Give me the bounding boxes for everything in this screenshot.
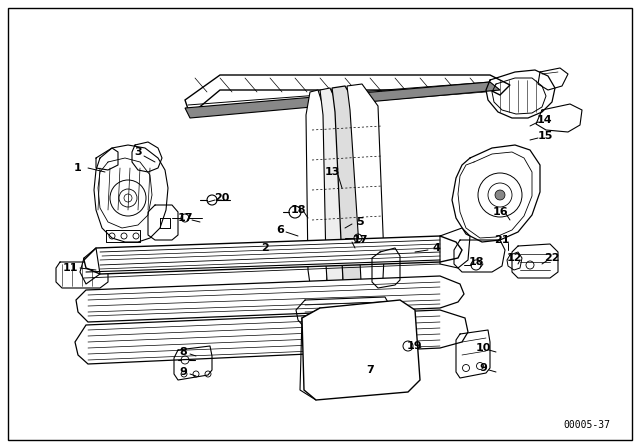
- Text: 4: 4: [432, 243, 440, 253]
- Polygon shape: [185, 75, 510, 115]
- Polygon shape: [332, 86, 364, 302]
- Polygon shape: [347, 84, 384, 305]
- Text: 15: 15: [538, 131, 553, 141]
- Text: 14: 14: [537, 115, 553, 125]
- Text: 10: 10: [476, 343, 491, 353]
- Circle shape: [495, 190, 505, 200]
- Text: 19: 19: [407, 341, 423, 351]
- Polygon shape: [84, 236, 462, 274]
- Text: 12: 12: [506, 253, 522, 263]
- Polygon shape: [76, 276, 464, 322]
- Text: 18: 18: [291, 205, 306, 215]
- Text: 1: 1: [74, 163, 82, 173]
- Text: 17: 17: [352, 235, 368, 245]
- Polygon shape: [185, 82, 500, 118]
- Text: 2: 2: [261, 243, 269, 253]
- Text: 9: 9: [179, 367, 187, 377]
- Text: 7: 7: [366, 365, 374, 375]
- Text: 13: 13: [324, 167, 340, 177]
- Text: 3: 3: [134, 147, 142, 157]
- Polygon shape: [320, 88, 344, 300]
- Polygon shape: [302, 300, 420, 400]
- Text: 16: 16: [492, 207, 508, 217]
- Text: 18: 18: [468, 257, 484, 267]
- Polygon shape: [306, 90, 328, 300]
- Text: 00005-37: 00005-37: [563, 420, 610, 430]
- Polygon shape: [75, 310, 468, 364]
- Text: 17: 17: [177, 213, 193, 223]
- Text: 9: 9: [479, 363, 487, 373]
- Text: 5: 5: [356, 217, 364, 227]
- Text: 6: 6: [276, 225, 284, 235]
- Text: 8: 8: [179, 347, 187, 357]
- Text: 20: 20: [214, 193, 230, 203]
- Text: 11: 11: [62, 263, 77, 273]
- Text: 22: 22: [544, 253, 560, 263]
- Text: 21: 21: [494, 235, 509, 245]
